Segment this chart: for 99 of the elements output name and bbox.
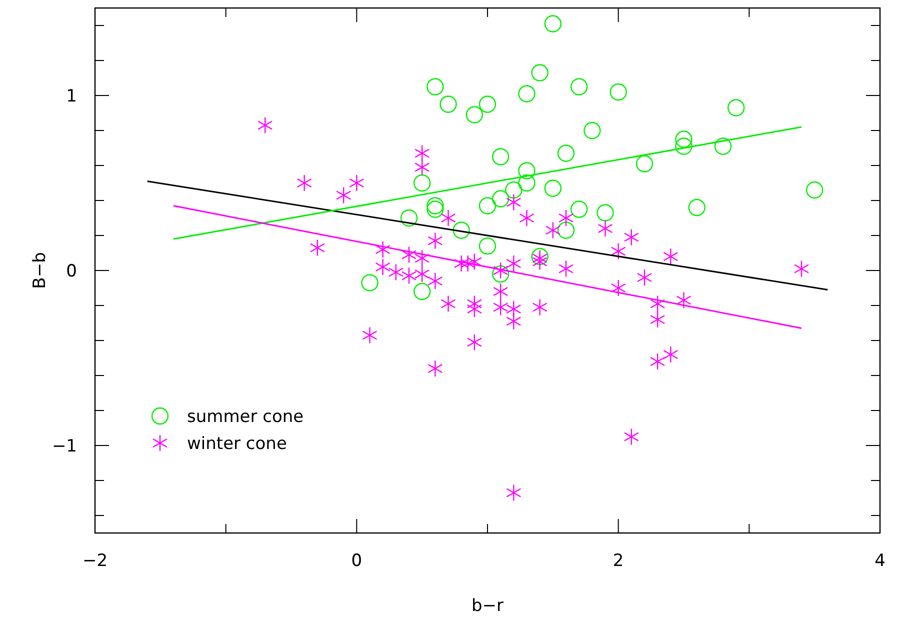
point (426, 197, 444, 214)
x-tick-label: 0 (351, 551, 362, 571)
point (506, 312, 522, 330)
point (532, 298, 548, 316)
point (806, 181, 824, 199)
point (532, 253, 548, 270)
point (414, 158, 430, 176)
point (258, 116, 273, 134)
point (518, 162, 536, 180)
point (466, 253, 482, 270)
point (505, 181, 522, 199)
point (544, 180, 562, 197)
point (584, 122, 601, 140)
y-tick-label: 1 (66, 86, 77, 106)
point (557, 222, 575, 239)
point (428, 360, 443, 378)
x-tick-label: −2 (82, 551, 108, 571)
point (440, 209, 456, 227)
point (466, 106, 484, 124)
point (570, 78, 588, 96)
point (310, 239, 325, 256)
point (460, 254, 476, 272)
point (414, 265, 430, 283)
point (610, 83, 627, 101)
y-tick-label: −1 (52, 436, 77, 456)
x-axis-title: b−r (471, 596, 504, 616)
point (610, 242, 626, 260)
point (361, 274, 378, 292)
point (794, 260, 810, 278)
y-tick-label: 0 (66, 262, 77, 282)
point (506, 194, 522, 211)
point (493, 298, 508, 316)
point (610, 279, 626, 297)
point (570, 200, 588, 218)
point (545, 222, 560, 239)
point (349, 174, 364, 192)
point (558, 260, 574, 278)
point (428, 232, 443, 250)
point (493, 282, 508, 300)
point (478, 96, 496, 113)
point (557, 144, 575, 162)
point (440, 96, 457, 113)
y-axis-title: B−b (30, 252, 50, 289)
point (452, 222, 470, 239)
point (493, 262, 508, 280)
point (492, 148, 510, 166)
point (478, 237, 496, 255)
point (518, 174, 536, 192)
point (492, 190, 510, 208)
point (413, 174, 431, 192)
legend-label: summer cone (187, 407, 304, 427)
point (375, 258, 390, 276)
point (675, 138, 692, 155)
point (440, 295, 456, 312)
point (636, 155, 654, 172)
point (650, 295, 666, 312)
point (714, 138, 732, 155)
legend-label: winter cone (187, 434, 287, 454)
point (663, 346, 678, 364)
point (663, 248, 678, 266)
point (598, 220, 613, 238)
point (362, 326, 378, 344)
point (400, 209, 418, 227)
x-tick-label: 2 (612, 551, 624, 571)
point (531, 64, 548, 82)
point (336, 186, 352, 204)
point (426, 200, 444, 218)
point (492, 265, 510, 283)
point (675, 130, 692, 148)
point (375, 240, 390, 258)
point (401, 246, 417, 264)
point (519, 209, 534, 227)
point (624, 428, 639, 446)
point (428, 272, 443, 290)
point (727, 99, 745, 116)
point (676, 292, 692, 309)
point (636, 268, 652, 286)
point (413, 282, 431, 300)
point (506, 484, 522, 502)
point (624, 228, 639, 246)
point (478, 197, 496, 214)
x-tick-label: 4 (874, 551, 886, 571)
point (388, 264, 404, 281)
point (544, 15, 562, 32)
point (688, 198, 706, 216)
point (454, 254, 469, 272)
point (414, 250, 430, 267)
point (558, 209, 574, 227)
point (650, 352, 666, 370)
point (518, 85, 536, 102)
point (596, 204, 614, 222)
point (506, 254, 522, 272)
point (466, 334, 482, 351)
point (401, 267, 417, 284)
point (426, 78, 444, 96)
point (296, 174, 312, 192)
point (414, 144, 430, 162)
point (650, 310, 666, 328)
point (466, 300, 482, 318)
